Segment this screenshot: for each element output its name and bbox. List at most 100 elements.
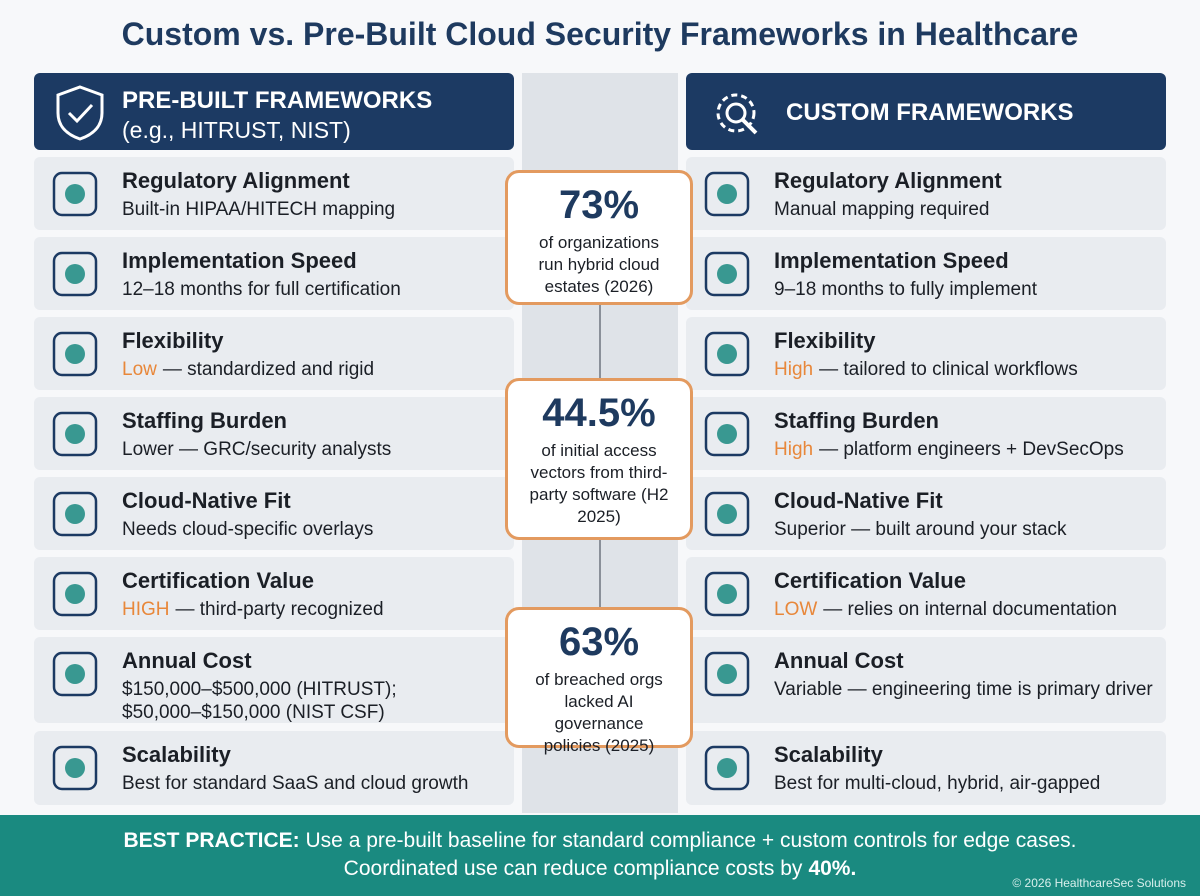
row-heading: Scalability (122, 742, 231, 767)
row-icon (52, 251, 98, 297)
stat-value: 73% (558, 183, 640, 227)
row-description: Needs cloud-specific overlays (122, 518, 508, 541)
comparison-row: Certification Value HIGH — third-party rec… (34, 557, 514, 630)
copyright: © 2026 HealthcareSec Solutions (1012, 876, 1186, 890)
row-text: Needs cloud-specific overlays (122, 519, 374, 540)
comparison-row: Regulatory Alignment Manual mapping requi… (686, 157, 1166, 230)
stat-value: 63% (558, 620, 640, 664)
row-heading: Staffing Burden (774, 408, 939, 433)
row-description: Manual mapping required (774, 198, 1160, 221)
row-highlight: LOW (774, 599, 818, 620)
row-text: Built-in HIPAA/HITECH mapping (122, 199, 396, 220)
comparison-row: Annual Cost $150,000–$500,000 (HITRUST); $… (34, 637, 514, 723)
row-text: — relies on internal documentation (823, 599, 1117, 620)
comparison-row: Annual Cost Variable — engineering time i… (686, 637, 1166, 723)
row-icon (704, 411, 750, 457)
row-description: Superior — built around your stack (774, 518, 1160, 541)
row-description: 12–18 months for full certification (122, 278, 508, 301)
gear-icon (716, 93, 758, 135)
row-icon (52, 745, 98, 791)
row-icon (52, 171, 98, 217)
row-text: — third-party recognized (175, 599, 384, 620)
row-text: 9–18 months to fully implement (774, 279, 1037, 300)
row-text: Lower — GRC/security analysts (122, 439, 392, 460)
connector (599, 305, 601, 378)
row-heading: Cloud-Native Fit (122, 488, 291, 513)
row-description: Variable — engineering time is primary d… (774, 678, 1160, 701)
row-text: — platform engineers + DevSecOps (819, 439, 1124, 460)
row-heading: Annual Cost (774, 648, 904, 673)
comparison-row: Certification Value LOW — relies on intern… (686, 557, 1166, 630)
footer: BEST PRACTICE: Use a pre-built baseline … (0, 815, 1200, 896)
comparison-row: Scalability Best for multi-cloud, hybrid,… (686, 731, 1166, 805)
row-icon (704, 251, 750, 297)
title: Custom vs. Pre-Built Cloud Security Fram… (121, 16, 1079, 52)
row-icon (52, 411, 98, 457)
row-description: LOW — relies on internal documentation (774, 598, 1160, 621)
footer-line: BEST PRACTICE: Use a pre-built baseline … (0, 829, 1200, 853)
stat-text: of organizations run hybrid cloud estate… (538, 233, 660, 296)
comparison-row: Implementation Speed 9–18 months to fully… (686, 237, 1166, 310)
row-text: Best for multi-cloud, hybrid, air-gapped (774, 773, 1101, 794)
row-heading: Certification Value (122, 568, 314, 593)
row-description: High — platform engineers + DevSecOps (774, 438, 1160, 461)
row-description: High — tailored to clinical workflows (774, 358, 1160, 381)
row-description: Lower — GRC/security analysts (122, 438, 508, 461)
row-text: — tailored to clinical workflows (819, 359, 1078, 380)
row-heading: Flexibility (774, 328, 876, 353)
row-heading: Annual Cost (122, 648, 252, 673)
comparison-row: Scalability Best for standard SaaS and cl… (34, 731, 514, 805)
left-title: PRE-BUILT FRAMEWORKS (122, 87, 433, 114)
row-highlight: High (774, 359, 814, 380)
row-highlight: HIGH (122, 599, 170, 620)
row-icon (704, 331, 750, 377)
comparison-row: Cloud-Native Fit Superior — built around … (686, 477, 1166, 550)
shield-icon (56, 85, 104, 141)
row-icon (704, 571, 750, 617)
row-heading: Cloud-Native Fit (774, 488, 943, 513)
comparison-row: Flexibility Low — standardized and rigid (34, 317, 514, 390)
footer-label: BEST PRACTICE: (123, 829, 300, 852)
row-icon (52, 651, 98, 697)
right-header: CUSTOM FRAMEWORKS (686, 73, 1166, 150)
row-highlight: Low (122, 359, 157, 380)
row-highlight: High (774, 439, 814, 460)
right-title: CUSTOM FRAMEWORKS (786, 99, 1074, 126)
stat-value: 44.5% (542, 391, 656, 435)
stat-card: 44.5% of initial access vectors from thir… (505, 378, 693, 540)
left-header: PRE-BUILT FRAMEWORKS (e.g., HITRUST, NIS… (34, 73, 514, 150)
row-icon (704, 745, 750, 791)
row-heading: Regulatory Alignment (774, 168, 1002, 193)
row-heading: Staffing Burden (122, 408, 287, 433)
row-text: Variable — engineering time is primary d… (774, 679, 1153, 700)
row-text: Best for standard SaaS and cloud growth (122, 773, 469, 794)
row-description: Built-in HIPAA/HITECH mapping (122, 198, 508, 221)
row-text: 12–18 months for full certification (122, 279, 401, 300)
stat-text: of breached orgs lacked AI governance po… (535, 670, 663, 755)
row-heading: Implementation Speed (774, 248, 1009, 273)
comparison-row: Staffing Burden High — platform engineers … (686, 397, 1166, 470)
row-description: 9–18 months to fully implement (774, 278, 1160, 301)
connector (599, 540, 601, 607)
row-icon (704, 651, 750, 697)
row-heading: Implementation Speed (122, 248, 357, 273)
comparison-row: Implementation Speed 12–18 months for ful… (34, 237, 514, 310)
comparison-row: Cloud-Native Fit Needs cloud-specific ove… (34, 477, 514, 550)
row-description: HIGH — third-party recognized (122, 598, 508, 621)
row-text: Manual mapping required (774, 199, 990, 220)
comparison-row: Flexibility High — tailored to clinical wo… (686, 317, 1166, 390)
row-description: Low — standardized and rigid (122, 358, 508, 381)
row-icon (52, 571, 98, 617)
row-line: $150,000–$500,000 (HITRUST); (122, 679, 397, 700)
footer-emphasis: 40%. (808, 857, 857, 880)
row-description: $150,000–$500,000 (HITRUST); $50,000–$150… (122, 678, 508, 724)
row-line: $50,000–$150,000 (NIST CSF) (122, 702, 385, 723)
row-heading: Flexibility (122, 328, 224, 353)
row-description: Best for standard SaaS and cloud growth (122, 772, 508, 795)
footer-text: Coordinated use can reduce compliance co… (343, 857, 803, 880)
row-heading: Scalability (774, 742, 883, 767)
stat-text: of initial access vectors from third-par… (529, 441, 669, 526)
comparison-row: Regulatory Alignment Built-in HIPAA/HITEC… (34, 157, 514, 230)
stat-card: 63% of breached orgs lacked AI governance… (505, 607, 693, 755)
